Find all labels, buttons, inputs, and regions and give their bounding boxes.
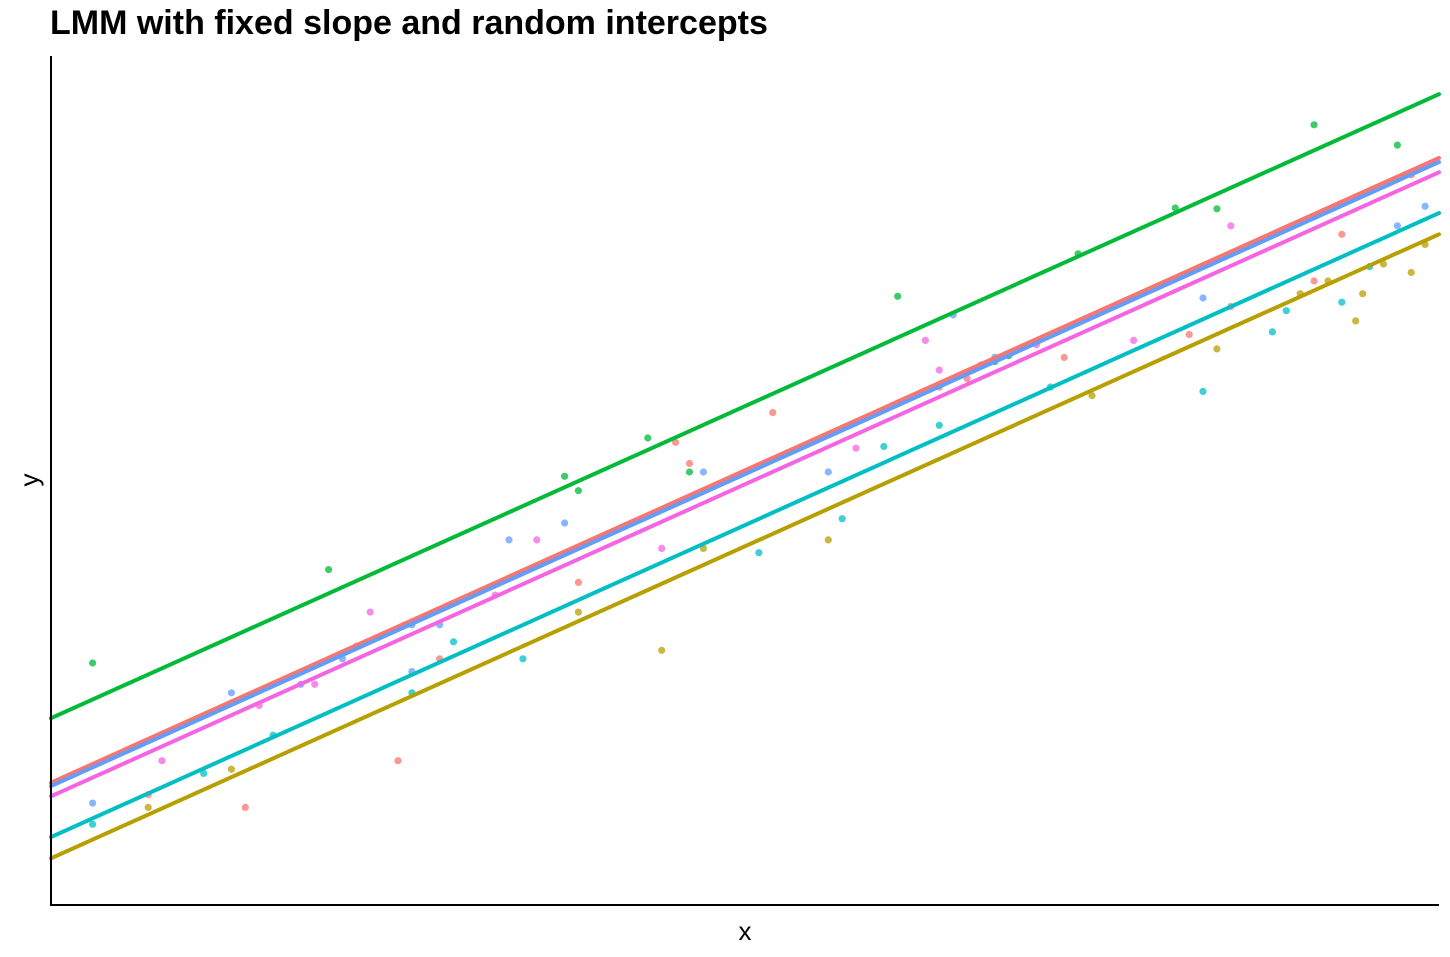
series-4-point-2 — [200, 769, 208, 778]
series-4-point-8 — [880, 442, 888, 451]
series-6-point-12 — [935, 366, 943, 374]
series-6-point-3 — [366, 608, 374, 616]
series-6-point-1 — [158, 757, 166, 765]
series-4-fit-line — [49, 211, 1441, 840]
series-3-point-5 — [644, 434, 652, 442]
series-2-point-3 — [574, 608, 583, 616]
series-4-point-11 — [1199, 387, 1207, 395]
series-1-point-2 — [241, 803, 249, 812]
series-2-point-14 — [1359, 290, 1367, 298]
series-1-point-1 — [394, 757, 402, 765]
series-6-point-6 — [658, 544, 666, 553]
x-axis-label: x — [739, 916, 752, 946]
series-1-point-11 — [1310, 277, 1318, 285]
series-3-point-7 — [894, 292, 902, 300]
series-5-point-1 — [89, 799, 97, 807]
series-6-point-2 — [311, 680, 319, 688]
series-4-point-5 — [449, 638, 458, 646]
series-6-point-11 — [1130, 336, 1138, 344]
series-3-point-4 — [574, 487, 583, 495]
series-3-point-14 — [1393, 141, 1401, 149]
series-1-point-17 — [1185, 330, 1193, 339]
series-5-point-2 — [227, 689, 235, 697]
series-3-point-13 — [1310, 121, 1318, 129]
series-5-point-9 — [824, 468, 832, 476]
series-6-fit-line — [49, 170, 1441, 799]
series-3-point-3 — [561, 472, 569, 480]
series-4-point-6 — [519, 655, 527, 663]
series-6-point-8 — [921, 336, 930, 344]
series-2-point-1 — [144, 803, 152, 812]
series-4-point-7 — [755, 549, 763, 557]
series-5-point-8 — [699, 468, 708, 476]
series-3-point-6 — [685, 468, 694, 476]
series-4-point-12 — [1268, 328, 1276, 336]
series-1-fit-line — [49, 155, 1441, 785]
series-3-fit-line — [49, 92, 1441, 721]
series-4-point-13 — [1282, 307, 1290, 315]
series-2-point-2 — [227, 765, 235, 773]
series-1-point-5 — [685, 459, 694, 468]
series-6-point-5 — [533, 536, 541, 544]
series-5-point-16 — [561, 519, 569, 527]
series-2-point-12 — [1407, 268, 1415, 277]
chart-title: LMM with fixed slope and random intercep… — [50, 4, 768, 42]
chart-marks — [49, 92, 1441, 861]
series-5-point-14 — [1421, 202, 1429, 210]
series-1-point-14 — [1338, 230, 1346, 238]
series-5-point-7 — [505, 536, 513, 544]
series-3-point-12 — [1213, 205, 1221, 213]
series-6-point-7 — [852, 444, 860, 452]
series-2-point-4 — [658, 646, 666, 654]
series-2-fit-line — [49, 232, 1441, 861]
series-1-point-9 — [1060, 353, 1068, 361]
series-6-point-14 — [1227, 222, 1235, 230]
series-1-point-4 — [672, 438, 680, 446]
series-4-point-16 — [838, 515, 846, 523]
series-2-point-10 — [1352, 317, 1360, 325]
series-2-point-6 — [824, 536, 832, 544]
series-4-point-1 — [89, 820, 97, 828]
series-5-fit-line — [49, 160, 1441, 789]
series-4-point-9 — [935, 421, 943, 429]
series-5-point-13 — [1393, 222, 1401, 230]
series-1-point-6 — [769, 409, 777, 417]
series-2-point-7 — [1088, 392, 1096, 400]
series-5-point-12 — [1199, 294, 1207, 302]
series-3-point-2 — [325, 566, 333, 574]
y-axis-label: y — [14, 474, 44, 487]
series-3-point-1 — [89, 659, 97, 667]
series-2-point-8 — [1213, 345, 1221, 353]
series-4-point-14 — [1338, 298, 1346, 306]
series-1-point-15 — [574, 578, 583, 587]
